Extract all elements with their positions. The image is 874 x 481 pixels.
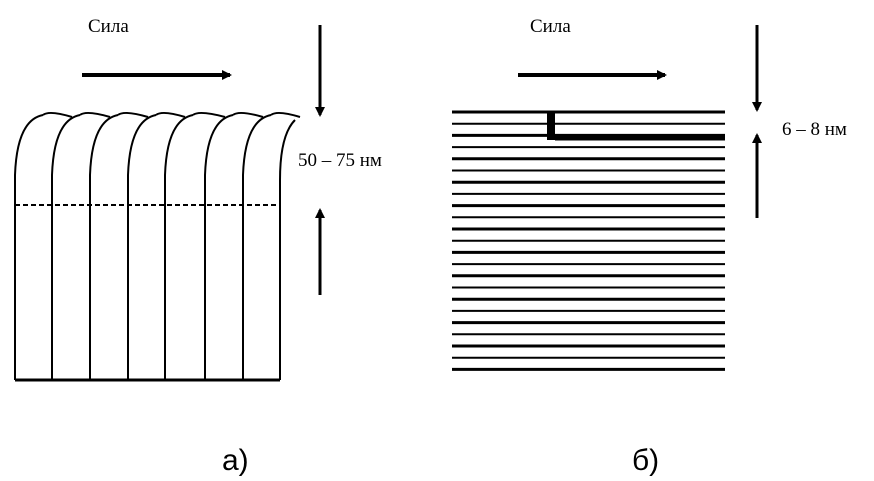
caption: б) [632,444,659,477]
layer-structure [452,110,725,371]
force-label: Сила [530,16,571,37]
caption: а) [222,444,249,477]
fiber-edge [89,114,119,380]
fiber-top [42,111,73,118]
panel-b: Сила 6 – 8 нм б) [452,16,847,477]
dimension-label: 6 – 8 нм [782,119,847,140]
fiber-edge [242,114,272,380]
fiber-top [117,111,149,118]
fiber-edge [14,114,44,380]
force-label: Сила [88,16,129,37]
fiber-top [155,111,186,118]
fiber-top [79,111,111,118]
dimension-label: 50 – 75 нм [298,150,382,171]
fiber-top [232,111,264,118]
fiber-edge [204,114,234,380]
fiber-edge [127,114,157,380]
fiber-edge [164,114,194,380]
fiber-top [192,111,226,118]
fiber-edge [51,114,81,380]
fiber-top [270,111,301,118]
fiber-edge [279,119,296,380]
fiber-structure [14,111,301,380]
panel-a: Сила 50 – 75 нм а) [14,16,382,477]
step-block [547,112,555,140]
